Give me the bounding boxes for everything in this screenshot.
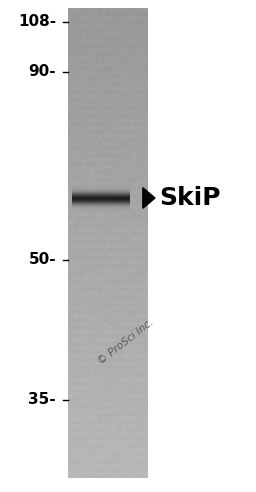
Text: 50-: 50- [28, 252, 56, 268]
Text: 90-: 90- [28, 64, 56, 80]
Text: SkiP: SkiP [159, 186, 220, 210]
Text: 35-: 35- [28, 393, 56, 407]
Polygon shape [143, 188, 155, 208]
Text: 108-: 108- [18, 14, 56, 30]
Text: © ProSci Inc.: © ProSci Inc. [96, 317, 155, 367]
